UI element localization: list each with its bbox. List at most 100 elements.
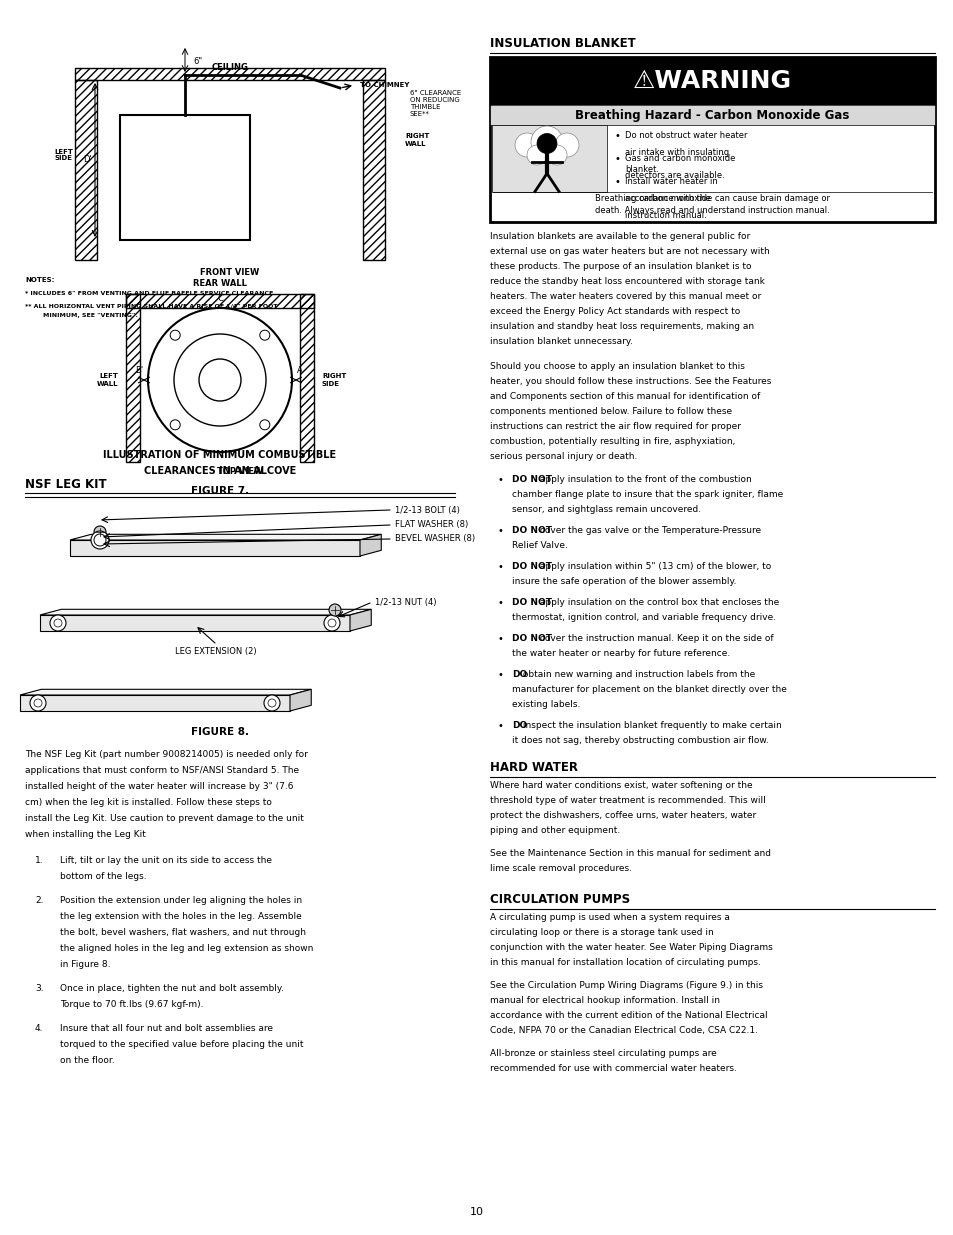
Text: ** ALL HORIZONTAL VENT PIPING SHALL HAVE A RISE OF 1/4" PER FOOT: ** ALL HORIZONTAL VENT PIPING SHALL HAVE… — [25, 303, 277, 308]
Text: Insure that all four nut and bolt assemblies are: Insure that all four nut and bolt assemb… — [60, 1024, 273, 1032]
Text: A: A — [296, 366, 302, 375]
Text: on the floor.: on the floor. — [60, 1056, 114, 1065]
Text: insulation and standby heat loss requirements, making an: insulation and standby heat loss require… — [490, 322, 753, 331]
Text: A circulating pump is used when a system requires a: A circulating pump is used when a system… — [490, 913, 729, 923]
Text: Where hard water conditions exist, water softening or the: Where hard water conditions exist, water… — [490, 781, 752, 790]
Text: 6": 6" — [193, 58, 202, 67]
Bar — [75, 68, 385, 80]
Text: DO: DO — [512, 671, 527, 679]
Text: D': D' — [83, 156, 91, 164]
Text: Should you choose to apply an insulation blanket to this: Should you choose to apply an insulation… — [490, 362, 744, 370]
Text: recommended for use with commercial water heaters.: recommended for use with commercial wate… — [490, 1065, 736, 1073]
Text: •: • — [497, 671, 503, 680]
Text: •: • — [497, 475, 503, 485]
Text: ⚠WARNING: ⚠WARNING — [632, 69, 791, 93]
Text: The NSF Leg Kit (part number 9008214005) is needed only for: The NSF Leg Kit (part number 9008214005)… — [25, 750, 308, 760]
Circle shape — [329, 604, 340, 616]
Text: FLAT WASHER (8): FLAT WASHER (8) — [395, 520, 468, 530]
Circle shape — [526, 144, 546, 165]
Text: chamber flange plate to insure that the spark igniter, flame: chamber flange plate to insure that the … — [512, 490, 782, 499]
Text: the aligned holes in the leg and leg extension as shown: the aligned holes in the leg and leg ext… — [60, 944, 313, 953]
Text: 1.: 1. — [35, 856, 44, 864]
Polygon shape — [70, 535, 381, 540]
Text: 3.: 3. — [35, 984, 44, 993]
Circle shape — [170, 420, 180, 430]
Text: thermostat, ignition control, and variable frequency drive.: thermostat, ignition control, and variab… — [512, 613, 776, 622]
Text: •: • — [497, 721, 503, 731]
Text: instructions can restrict the air flow required for proper: instructions can restrict the air flow r… — [490, 422, 740, 431]
Bar — [490, 105, 934, 125]
Circle shape — [170, 330, 180, 340]
Text: FIGURE 8.: FIGURE 8. — [191, 727, 249, 737]
Text: in this manual for installation location of circulating pumps.: in this manual for installation location… — [490, 958, 760, 967]
Circle shape — [34, 699, 42, 706]
Text: LEG EXTENSION (2): LEG EXTENSION (2) — [174, 647, 256, 656]
Bar — [490, 57, 934, 105]
Text: manual for electrical hookup information. Install in: manual for electrical hookup information… — [490, 995, 720, 1005]
Text: LEFT
SIDE: LEFT SIDE — [54, 148, 73, 162]
Text: the leg extension with the holes in the leg. Assemble: the leg extension with the holes in the … — [60, 911, 301, 921]
Text: Do not obstruct water heater: Do not obstruct water heater — [624, 131, 747, 140]
Text: 2.: 2. — [35, 897, 44, 905]
Bar — [126, 294, 140, 462]
Text: cm) when the leg kit is installed. Follow these steps to: cm) when the leg kit is installed. Follo… — [25, 798, 272, 806]
Text: All-bronze or stainless steel circulating pumps are: All-bronze or stainless steel circulatin… — [490, 1049, 716, 1058]
Text: combustion, potentially resulting in fire, asphyxiation,: combustion, potentially resulting in fir… — [490, 437, 735, 446]
Text: apply insulation within 5" (13 cm) of the blower, to: apply insulation within 5" (13 cm) of th… — [537, 562, 771, 571]
Text: installed height of the water heater will increase by 3" (7.6: installed height of the water heater wil… — [25, 782, 294, 790]
Polygon shape — [359, 535, 381, 556]
Text: •: • — [497, 526, 503, 536]
Circle shape — [148, 308, 292, 452]
Text: cover the instruction manual. Keep it on the side of: cover the instruction manual. Keep it on… — [537, 634, 773, 643]
Circle shape — [531, 126, 562, 158]
Text: 1/2-13 NUT (4): 1/2-13 NUT (4) — [375, 599, 436, 608]
Text: applications that must conform to NSF/ANSI Standard 5. The: applications that must conform to NSF/AN… — [25, 766, 299, 776]
Circle shape — [54, 619, 62, 627]
Polygon shape — [40, 609, 371, 615]
Text: 4.: 4. — [35, 1024, 44, 1032]
Circle shape — [259, 420, 270, 430]
Text: in Figure 8.: in Figure 8. — [60, 960, 111, 969]
Circle shape — [515, 133, 538, 157]
Circle shape — [94, 534, 106, 546]
Text: CLEARANCES IN AN ALCOVE: CLEARANCES IN AN ALCOVE — [144, 466, 295, 475]
Circle shape — [173, 333, 266, 426]
Text: INSULATION BLANKET: INSULATION BLANKET — [490, 37, 635, 49]
Text: 6" CLEARANCE
ON REDUCING
THIMBLE
SEE**: 6" CLEARANCE ON REDUCING THIMBLE SEE** — [410, 90, 460, 117]
Text: death. Always read and understand instruction manual.: death. Always read and understand instru… — [595, 206, 829, 215]
Text: * INCLUDES 6" FROM VENTING AND FLUE BAFFLE SERVICE CLEARANCE.: * INCLUDES 6" FROM VENTING AND FLUE BAFF… — [25, 291, 275, 296]
Text: ILLUSTRATION OF MINIMUM COMBUSTIBLE: ILLUSTRATION OF MINIMUM COMBUSTIBLE — [103, 450, 336, 459]
Text: •: • — [497, 562, 503, 572]
Text: lime scale removal procedures.: lime scale removal procedures. — [490, 864, 631, 873]
Text: threshold type of water treatment is recommended. This will: threshold type of water treatment is rec… — [490, 797, 765, 805]
Text: circulating loop or there is a storage tank used in: circulating loop or there is a storage t… — [490, 927, 713, 937]
Bar — [490, 57, 934, 222]
Text: when installing the Leg Kit: when installing the Leg Kit — [25, 830, 146, 839]
Circle shape — [259, 330, 270, 340]
Text: BEVEL WASHER (8): BEVEL WASHER (8) — [395, 535, 475, 543]
Bar — [126, 294, 314, 308]
Text: Position the extension under leg aligning the holes in: Position the extension under leg alignin… — [60, 897, 302, 905]
Circle shape — [268, 699, 275, 706]
Text: C: C — [217, 294, 223, 303]
Bar — [363, 80, 385, 261]
Text: Breathing Hazard - Carbon Monoxide Gas: Breathing Hazard - Carbon Monoxide Gas — [575, 109, 849, 121]
Bar — [120, 115, 250, 240]
Text: obtain new warning and instruction labels from the: obtain new warning and instruction label… — [519, 671, 755, 679]
Circle shape — [91, 531, 109, 550]
Text: CIRCULATION PUMPS: CIRCULATION PUMPS — [490, 893, 630, 906]
Bar — [75, 80, 97, 261]
Text: TO CHIMNEY: TO CHIMNEY — [359, 82, 409, 88]
Text: apply insulation to the front of the combustion: apply insulation to the front of the com… — [537, 475, 751, 484]
Text: Gas and carbon monoxide: Gas and carbon monoxide — [624, 154, 735, 163]
Text: •: • — [615, 131, 620, 141]
Text: RIGHT
WALL: RIGHT WALL — [405, 133, 429, 147]
Text: 10: 10 — [470, 1207, 483, 1216]
Text: accordance with the: accordance with the — [624, 194, 710, 203]
Text: HARD WATER: HARD WATER — [490, 761, 578, 774]
Text: LEFT
WALL: LEFT WALL — [96, 373, 118, 387]
Circle shape — [537, 133, 557, 153]
Text: it does not sag, thereby obstructing combustion air flow.: it does not sag, thereby obstructing com… — [512, 736, 768, 745]
Circle shape — [199, 359, 241, 401]
Text: serious personal injury or death.: serious personal injury or death. — [490, 452, 637, 461]
